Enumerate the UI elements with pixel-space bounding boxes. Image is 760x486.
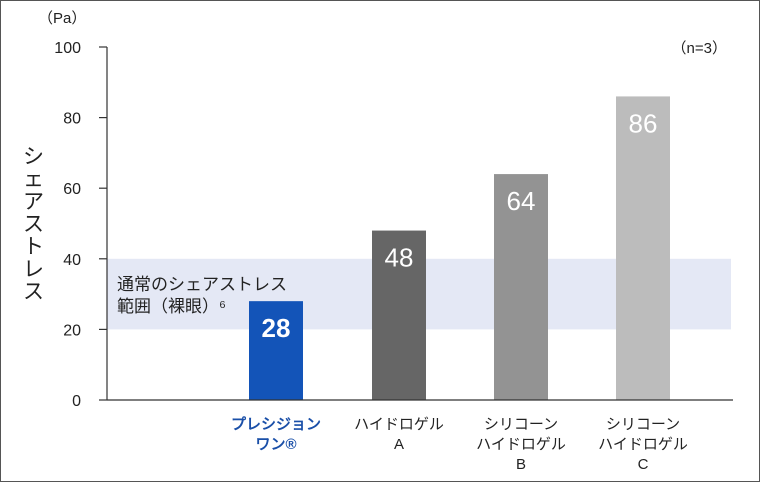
bar-value-label: 64 <box>507 186 536 216</box>
y-tick-label: 80 <box>63 111 81 128</box>
x-category-label: ハイドロゲル <box>598 436 688 453</box>
y-axis-title: シェアストレス <box>23 146 44 304</box>
x-category-label: ハイドロゲル <box>354 416 444 433</box>
bar <box>372 230 426 400</box>
y-tick-label: 0 <box>72 393 81 410</box>
x-category-label: C <box>638 456 649 473</box>
bar-value-label: 48 <box>385 243 414 273</box>
normal-range-label-line: 範囲（裸眼）⁶ <box>117 297 226 316</box>
bar <box>494 174 548 400</box>
y-tick-label: 100 <box>54 40 81 57</box>
x-category-label: シリコーン <box>484 416 558 433</box>
y-tick-label: 20 <box>63 322 81 339</box>
bar-value-label: 28 <box>262 313 291 343</box>
x-category-label: ワン® <box>255 436 296 453</box>
normal-range-label-line: 通常のシェアストレス <box>117 275 287 294</box>
x-category-label: B <box>516 456 526 473</box>
unit-label: （Pa） <box>38 10 86 27</box>
x-category-label: シリコーン <box>606 416 680 433</box>
x-category-label: ハイドロゲル <box>476 436 566 453</box>
sample-size-note: （n=3） <box>672 40 727 57</box>
x-category-label: A <box>394 436 404 453</box>
bars-group: 28 48 64 86 <box>249 96 670 401</box>
bar <box>616 96 670 401</box>
bar-value-label: 86 <box>629 108 658 138</box>
y-ticks-group: 0 20 40 60 80 100 <box>54 40 107 410</box>
x-category-label: プレシジョン <box>231 416 321 433</box>
y-tick-label: 60 <box>63 181 81 198</box>
y-tick-label: 40 <box>63 252 81 269</box>
bar <box>249 301 303 400</box>
